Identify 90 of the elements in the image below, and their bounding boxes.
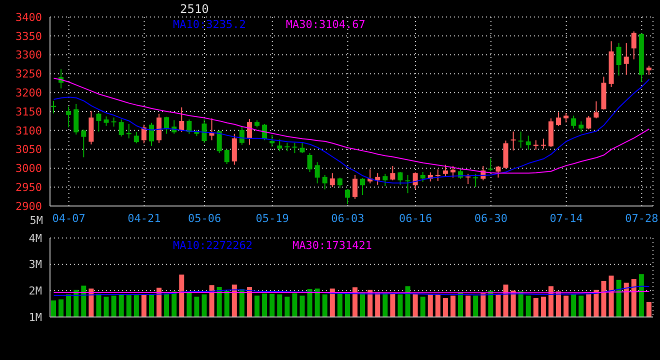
candlestick (118, 118, 124, 137)
candlestick (631, 30, 636, 60)
candlestick (616, 42, 622, 76)
candlestick (314, 162, 320, 184)
y-tick-label: 1M (28, 310, 42, 324)
candlestick (518, 131, 524, 148)
x-tick-label: 04-07 (52, 212, 86, 225)
candlestick (344, 188, 350, 205)
y-tick-label: 3400 (16, 10, 42, 24)
candlestick (270, 134, 275, 148)
x-tick-label: 06-03 (331, 212, 364, 225)
y-tick-label: 3050 (16, 143, 42, 156)
candlestick (571, 115, 576, 130)
candlestick (111, 117, 116, 128)
x-tick-label: 05-19 (256, 212, 289, 225)
y-tick-label: 3200 (16, 86, 42, 100)
candlestick (390, 165, 396, 181)
candlestick (435, 168, 440, 182)
y-tick-label: 3000 (16, 162, 42, 176)
candlestick (586, 116, 592, 130)
candlestick (488, 158, 494, 172)
text: MA10:2272262 (173, 239, 252, 252)
candlestick (526, 135, 531, 150)
candlestick (496, 165, 501, 178)
candlestick (164, 116, 170, 134)
line-series (53, 286, 650, 296)
candlestick (360, 178, 366, 196)
x-tick-label: 07-14 (550, 212, 584, 225)
candlestick (382, 173, 388, 186)
candlestick (307, 152, 312, 172)
candlestick (148, 122, 154, 146)
candlestick (74, 103, 79, 136)
candlestick (216, 130, 222, 154)
y-tick-label: 3350 (16, 30, 42, 43)
candlestick (420, 171, 426, 182)
candlestick (186, 118, 192, 134)
y-tick-label: 3250 (16, 68, 42, 81)
candlestick (277, 138, 282, 152)
candlestick (96, 112, 102, 132)
candlestick (540, 138, 546, 150)
candlestick (405, 174, 410, 194)
candlestick (81, 129, 86, 158)
text: MA30:3104.67 (286, 18, 366, 31)
text: MA10:3235.2 (173, 18, 246, 31)
y-tick-label: 3100 (16, 124, 42, 138)
x-tick-label: 06-16 (399, 212, 432, 225)
y-tick-label: 4M (28, 232, 42, 245)
candlestick (179, 106, 184, 132)
candlestick (134, 131, 139, 144)
candlestick (473, 173, 478, 188)
y-tick-label: 2900 (16, 200, 42, 213)
y-tick-label: 3300 (16, 48, 42, 62)
candlestick (450, 165, 456, 178)
candlestick (510, 131, 516, 151)
candlestick (564, 112, 569, 123)
y-tick-label: 3150 (16, 105, 42, 118)
candlestick (337, 177, 342, 188)
x-tick-label: 04-21 (128, 212, 161, 225)
candlestick (224, 148, 230, 165)
candlestick (246, 118, 252, 146)
candlestick (646, 65, 652, 76)
candlestick (232, 133, 237, 166)
candlestick (352, 174, 358, 200)
candlestick (556, 112, 562, 126)
candlestick (594, 100, 599, 119)
candlestick (375, 172, 380, 186)
candlestick (156, 113, 162, 144)
candlestick (300, 142, 305, 154)
candlestick (202, 118, 207, 144)
candlestick (398, 171, 403, 186)
y-tick-label: 2M (28, 284, 42, 298)
y-tick-label: 3M (28, 258, 42, 272)
x-tick-label: 05-06 (188, 212, 222, 225)
x-tick-label: 06-30 (474, 212, 508, 225)
candlestick (330, 172, 335, 188)
candlestick (322, 174, 328, 190)
candlestick (292, 142, 298, 154)
text: MA30:1731421 (292, 239, 372, 252)
candlestick (578, 120, 584, 133)
y-tick-label: 2950 (16, 181, 42, 194)
candlestick (239, 126, 244, 146)
candlestick (412, 172, 418, 190)
x-tick-label: 07-28 (625, 212, 658, 225)
chart-title: 2510 (180, 2, 209, 16)
text: 5M (30, 214, 43, 227)
candlestick (466, 173, 471, 185)
candlestick (66, 106, 72, 128)
candlestick (442, 164, 448, 177)
candlestick (104, 116, 109, 126)
candlestick (624, 42, 629, 76)
